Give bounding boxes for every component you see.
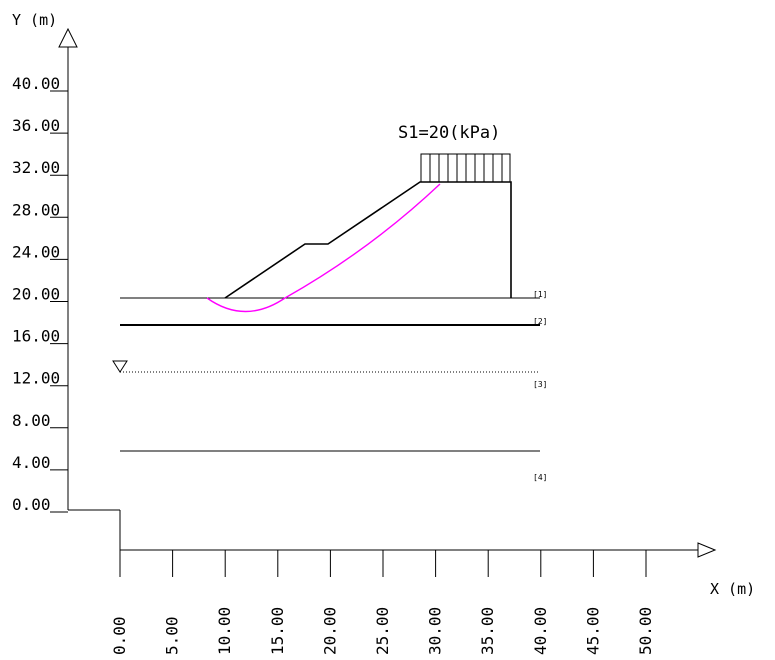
x-tick-label: 40.00 (531, 607, 550, 655)
y-tick-label: 32.00 (12, 158, 60, 177)
y-axis: Y (m) 40.00 36.00 32.00 28.00 24.00 20.00 16.0… (12, 11, 78, 514)
axis-connector (68, 509, 121, 550)
surcharge-load: S1=20(kPa) (398, 123, 511, 183)
x-tick-label: 25.00 (373, 607, 392, 655)
y-tick-label: 20.00 (12, 285, 60, 304)
layer-label-2: [2] (533, 317, 547, 326)
x-tick-label: 20.00 (320, 607, 339, 655)
y-axis-arrow-icon (58, 27, 78, 48)
slope-profile (224, 181, 512, 299)
slip-surface (206, 183, 441, 313)
x-tick-label: 35.00 (478, 607, 497, 655)
y-tick-label: 40.00 (12, 74, 60, 93)
y-tick-label: 16.00 (12, 327, 60, 346)
y-tick-label: 8.00 (12, 411, 51, 430)
y-tick-labels: 40.00 36.00 32.00 28.00 24.00 20.00 16.00 12.00… (12, 74, 68, 514)
surcharge-hatch (429, 154, 503, 182)
x-axis-title: X (m) (710, 580, 755, 598)
surcharge-label: S1=20(kPa) (398, 123, 500, 143)
x-tick-label: 0.00 (110, 616, 129, 655)
x-tick-label: 45.00 (583, 607, 602, 655)
x-tick-label: 30.00 (426, 607, 445, 655)
x-tick-label: 15.00 (268, 607, 287, 655)
layer-labels: [1] [2] [3] [4] (533, 290, 547, 482)
y-tick-label: 0.00 (12, 495, 51, 514)
y-tick-label: 24.00 (12, 242, 60, 261)
y-tick-label: 28.00 (12, 200, 60, 219)
x-axis: X (m) 0.00 5.00 10.00 15.00 20.00 25.00 30.00 3… (110, 542, 755, 655)
water-table-icon (112, 360, 128, 373)
y-tick-label: 12.00 (12, 369, 60, 388)
x-tick-labels: 0.00 5.00 10.00 15.00 20.00 25.00 30.00 35.00 40… (110, 550, 655, 655)
slope-face (224, 181, 512, 299)
x-axis-arrow-icon (697, 542, 717, 558)
layer-boundaries (120, 297, 540, 452)
layer-label-1: [1] (533, 290, 547, 299)
x-tick-label: 50.00 (636, 607, 655, 655)
x-tick-label: 10.00 (215, 607, 234, 655)
y-tick-label: 36.00 (12, 116, 60, 135)
x-tick-label: 5.00 (163, 616, 182, 655)
y-axis-title: Y (m) (12, 11, 57, 29)
layer-label-3: [3] (533, 380, 547, 389)
layer-label-4: [4] (533, 473, 547, 482)
y-tick-label: 4.00 (12, 453, 51, 472)
